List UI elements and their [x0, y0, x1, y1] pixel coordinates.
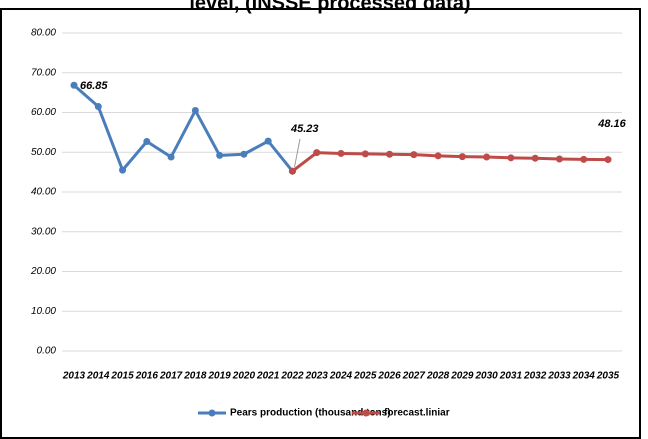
data-point [483, 153, 491, 161]
x-tick-label: 2027 [402, 371, 426, 382]
data-point [434, 152, 442, 160]
data-point [167, 153, 175, 161]
x-tick-label: 2031 [499, 371, 523, 382]
y-tick-label: 50.00 [31, 147, 56, 158]
x-tick-label: 2015 [110, 371, 134, 382]
data-point [531, 154, 539, 162]
legend-label: forecast.liniar [384, 408, 450, 419]
data-point [143, 138, 151, 146]
data-point [507, 154, 515, 162]
x-tick-label: 2013 [62, 371, 86, 382]
data-point [410, 151, 418, 159]
data-point [264, 137, 272, 145]
x-tick-label: 2026 [377, 371, 401, 382]
x-tick-label: 2034 [572, 371, 596, 382]
legend-label: Pears production (thousand tons) [230, 408, 391, 419]
legend-marker [208, 409, 216, 417]
data-point [313, 149, 321, 157]
x-tick-label: 2028 [426, 371, 450, 382]
data-point [580, 155, 588, 163]
leader-line [293, 138, 301, 168]
series-line [73, 84, 294, 174]
x-tick-label: 2032 [523, 371, 547, 382]
x-tick-label: 2021 [256, 371, 280, 382]
data-point [386, 150, 394, 158]
data-point [119, 166, 127, 174]
x-tick-label: 2017 [159, 371, 183, 382]
data-point [216, 151, 224, 159]
legend-marker [362, 409, 370, 417]
y-tick-label: 40.00 [31, 187, 56, 198]
data-point [337, 149, 345, 157]
y-tick-label: 0.00 [37, 346, 57, 357]
x-tick-label: 2016 [135, 371, 159, 382]
x-tick-label: 2022 [280, 371, 304, 382]
data-point [604, 156, 612, 164]
x-tick-label: 2033 [547, 371, 571, 382]
data-point [94, 103, 102, 111]
chart-title: level, (INSSE processed data) [189, 0, 470, 14]
x-tick-label: 2023 [305, 371, 329, 382]
x-tick-label: 2019 [208, 371, 232, 382]
y-tick-label: 30.00 [31, 226, 56, 237]
x-tick-label: 2024 [329, 371, 353, 382]
data-point [191, 107, 199, 115]
data-label: 48.16 [597, 118, 626, 130]
data-point [240, 150, 248, 158]
y-tick-label: 80.00 [31, 28, 56, 39]
x-tick-label: 2030 [475, 371, 499, 382]
data-label: 66.85 [80, 80, 108, 92]
x-tick-label: 2035 [596, 371, 620, 382]
data-label: 45.23 [290, 123, 319, 135]
x-tick-label: 2020 [232, 371, 256, 382]
y-tick-label: 70.00 [31, 67, 56, 78]
data-point [288, 167, 296, 175]
data-point [458, 153, 466, 161]
x-tick-label: 2025 [353, 371, 377, 382]
y-tick-label: 10.00 [31, 306, 56, 317]
series-line [291, 151, 609, 173]
data-point [361, 150, 369, 158]
x-tick-label: 2014 [86, 371, 110, 382]
x-tick-label: 2029 [450, 371, 474, 382]
x-tick-label: 2018 [183, 371, 207, 382]
y-tick-label: 20.00 [30, 266, 56, 277]
y-tick-label: 60.00 [31, 107, 56, 118]
data-point [555, 155, 563, 163]
chart-border [0, 8, 641, 439]
data-point [70, 81, 78, 89]
